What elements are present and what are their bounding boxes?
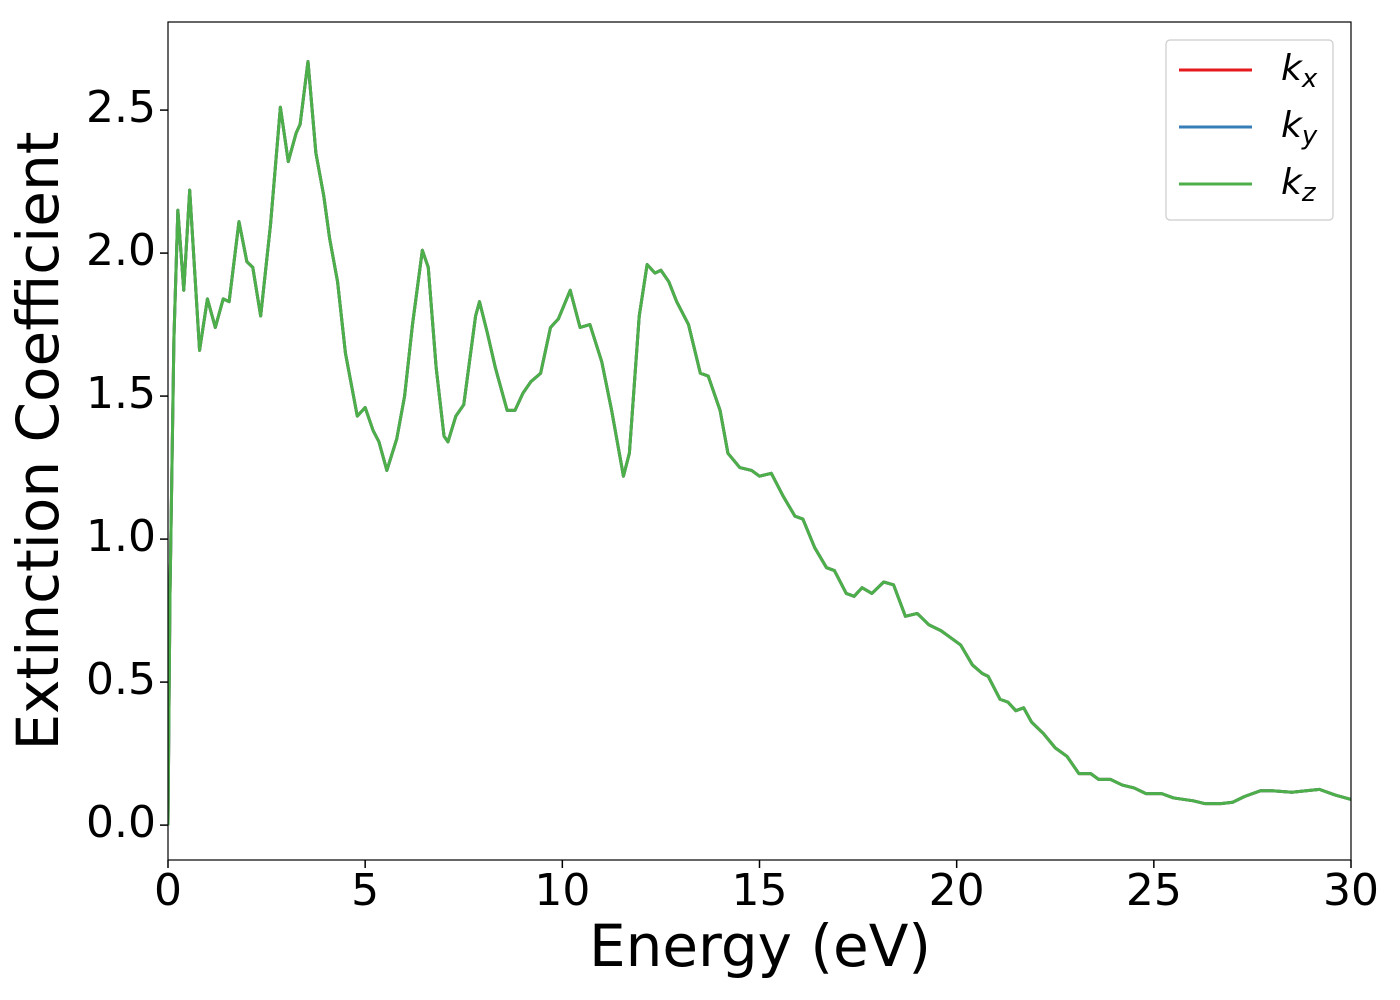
x-tick-label: 10	[534, 865, 590, 916]
y-tick-label: 0.5	[86, 654, 156, 705]
y-tick-label: 0.0	[86, 797, 156, 848]
x-axis-label: Energy (eV)	[589, 912, 931, 980]
legend-label: kz	[1281, 162, 1317, 208]
y-tick-label: 2.0	[86, 225, 156, 276]
plot-frame	[167, 21, 1352, 861]
y-tick-label: 1.5	[86, 368, 156, 419]
y-axis-label: Extinction Coefficient	[4, 132, 72, 751]
series-line	[168, 59, 1351, 826]
legend-frame	[1165, 39, 1334, 221]
x-tick-label: 20	[929, 865, 985, 916]
x-tick-label: 5	[351, 865, 379, 916]
y-tick-label: 1.0	[86, 511, 156, 562]
x-tick-label: 15	[732, 865, 788, 916]
legend-label: ky	[1281, 105, 1318, 151]
x-tick-label: 30	[1323, 865, 1379, 916]
x-tick-label: 25	[1126, 865, 1182, 916]
y-tick-label: 2.5	[86, 82, 156, 133]
legend-label: kx	[1281, 48, 1318, 94]
x-tick-label: 0	[154, 865, 182, 916]
